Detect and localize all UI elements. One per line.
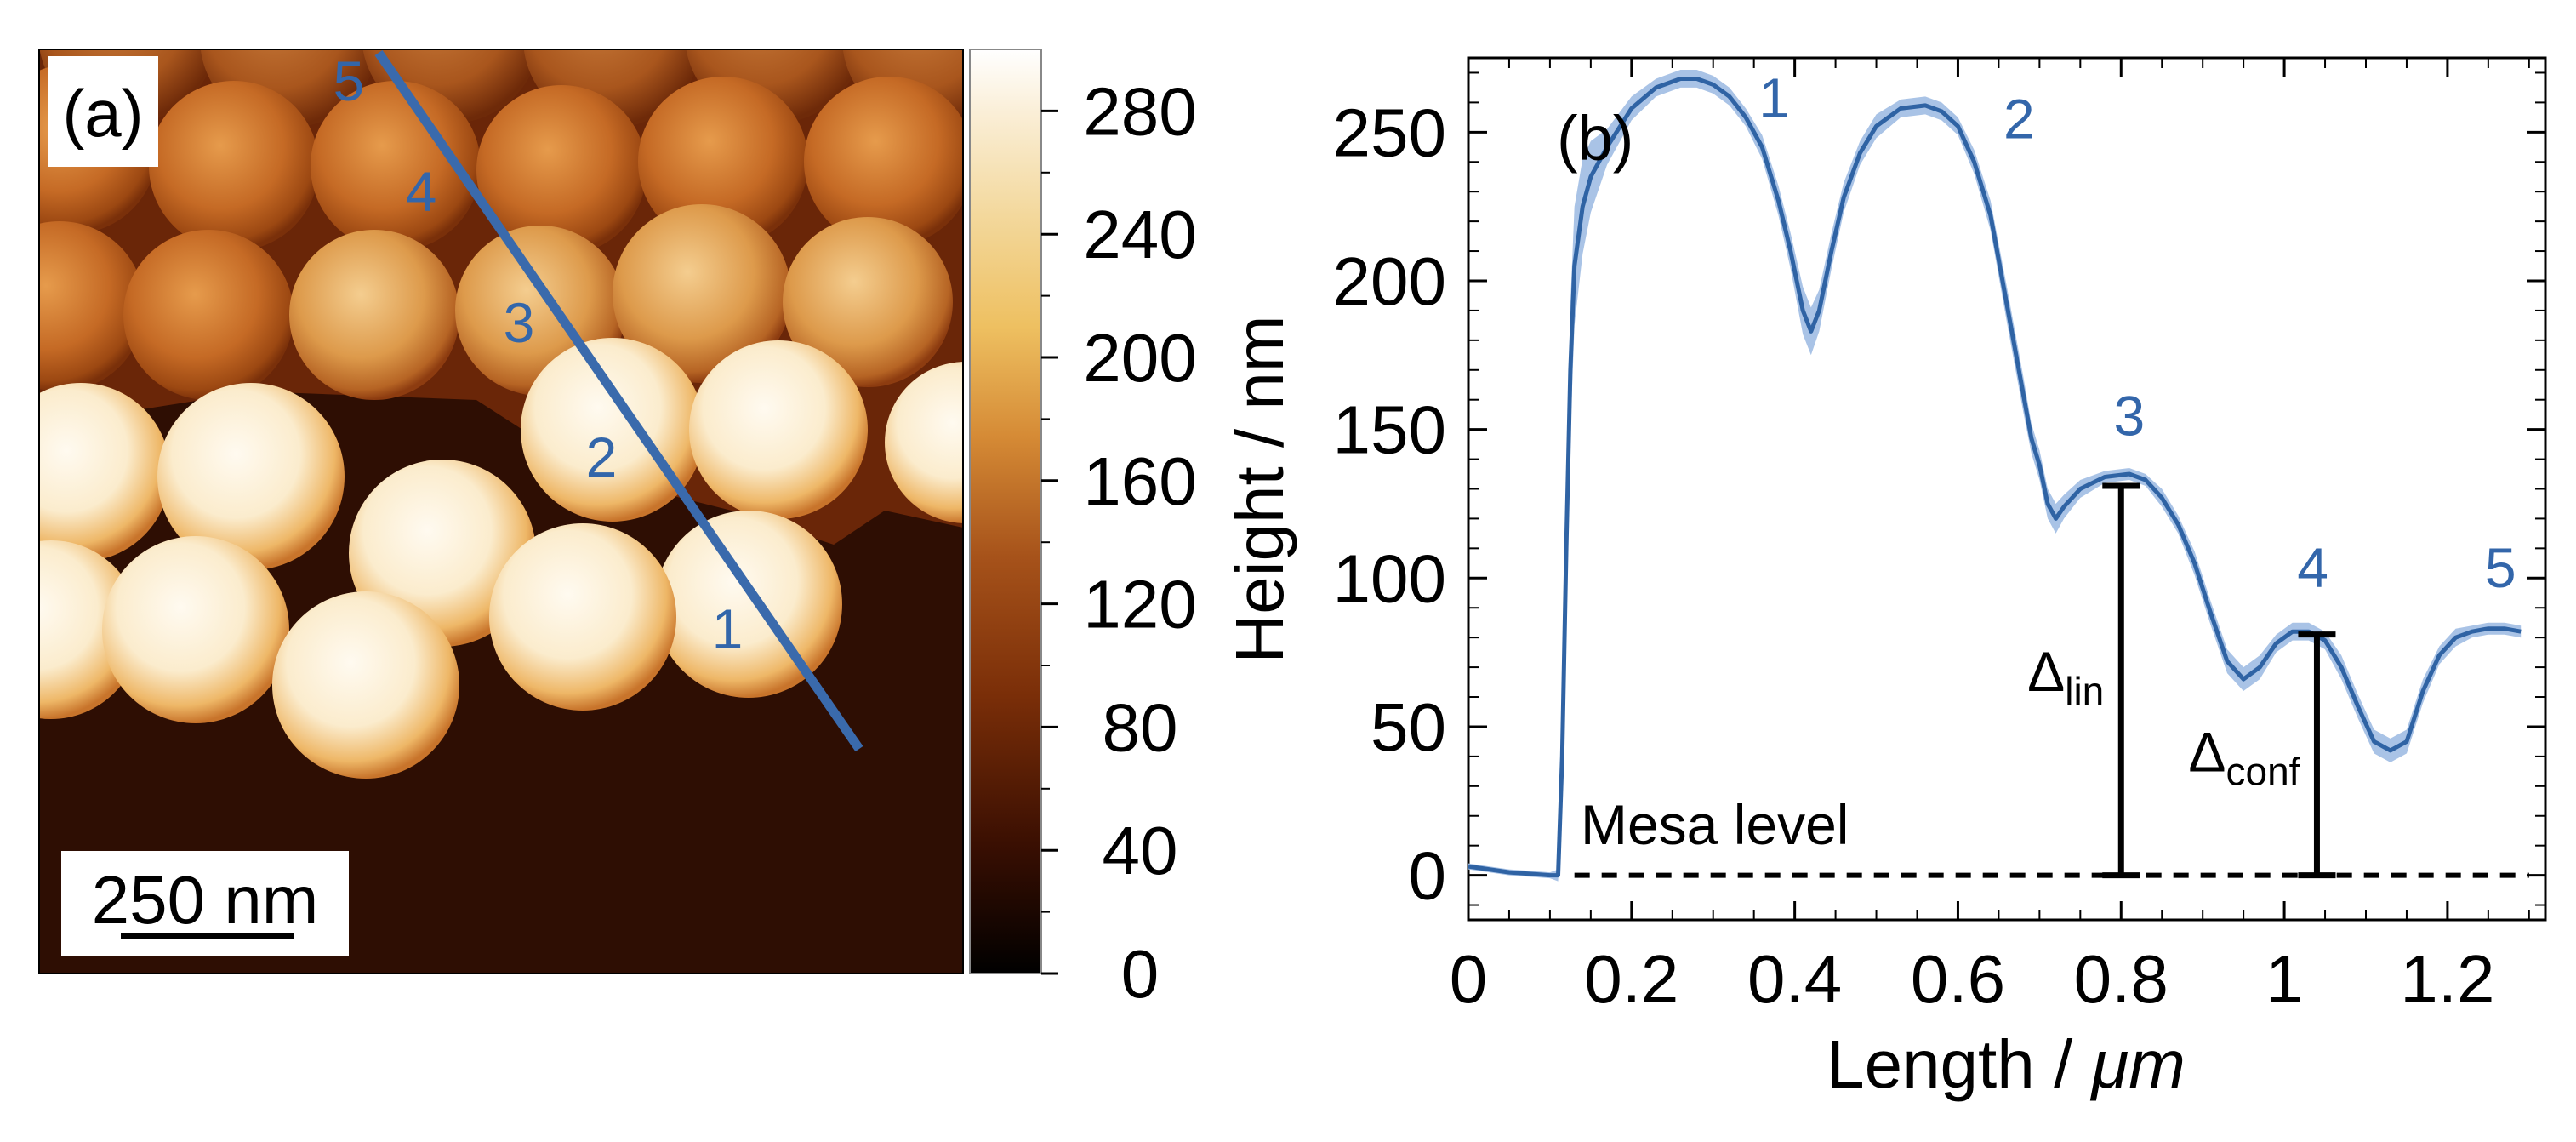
sphere <box>638 77 808 247</box>
delta-conf-symbol: Δ <box>2188 720 2226 783</box>
y-tick-label: 250 <box>1333 94 1446 170</box>
peak-labels: 1 2 3 4 5 <box>1758 66 2516 599</box>
sphere <box>157 383 345 570</box>
colorbar-tick-label: 80 <box>1103 689 1178 765</box>
sphere <box>272 591 459 779</box>
x-tick-label: 1.2 <box>2400 941 2494 1017</box>
x-tick-label: 0.6 <box>1911 941 2005 1017</box>
line-point-label-1: 1 <box>712 597 744 660</box>
sphere <box>783 217 953 387</box>
colorbar-ticks: 0 40 80 120 160 200 240 280 <box>1041 73 1197 1012</box>
series-line <box>1468 77 2522 878</box>
afm-frame <box>38 49 964 974</box>
colorbar-tick-label: 0 <box>1121 936 1160 1012</box>
profile-line-series <box>1468 77 2522 878</box>
series-band <box>1468 70 2522 882</box>
y-tick-label: 0 <box>1409 838 1447 914</box>
colorbar-tick-label: 240 <box>1083 197 1196 272</box>
sphere <box>289 230 459 400</box>
sphere <box>521 338 704 522</box>
sphere <box>149 81 319 251</box>
y-tick-label: 100 <box>1333 540 1446 616</box>
delta-lin-symbol: Δ <box>2027 640 2065 703</box>
scale-bar-label: 250 nm <box>92 862 319 938</box>
sphere <box>123 230 294 400</box>
sphere <box>804 77 963 247</box>
x-tick-label: 1 <box>2265 941 2304 1017</box>
colorbar-tick-label: 200 <box>1083 320 1196 396</box>
panel-b-label: (b) <box>1557 103 1633 174</box>
x-tick-label: 0 <box>1450 941 1488 1017</box>
x-axis-title-unit: μm <box>2089 1026 2185 1102</box>
colorbar <box>969 49 1042 974</box>
afm-image-panel: 5 4 3 2 1 (a) 250 nm 0 40 80 120 160 200 240 28… <box>38 49 1197 1012</box>
line-point-label-3: 3 <box>504 291 535 354</box>
sphere <box>885 362 963 523</box>
peak-label: 4 <box>2297 536 2328 599</box>
y-tick-label: 200 <box>1333 243 1446 319</box>
y-tick-label: 50 <box>1371 689 1446 765</box>
sphere <box>39 383 170 562</box>
panel-a-label-box <box>48 56 158 167</box>
line-point-label-2: 2 <box>586 425 618 488</box>
x-tick-label: 0.8 <box>2074 941 2169 1017</box>
line-point-label-5: 5 <box>333 49 365 112</box>
sphere <box>613 204 791 383</box>
colorbar-tick-label: 160 <box>1083 443 1196 519</box>
axis-ticks: 0 0.2 0.4 0.6 0.8 1 1.2 0 50 100 150 200 250 <box>1333 58 2545 1017</box>
colorbar-tick-label: 120 <box>1083 567 1196 642</box>
sphere <box>39 221 145 391</box>
sphere <box>655 511 842 698</box>
peak-label: 1 <box>1758 66 1790 129</box>
peak-label: 5 <box>2485 536 2516 599</box>
x-axis-title: Length / μm <box>1827 1026 2186 1102</box>
profile-line <box>374 49 863 752</box>
y-tick-label: 150 <box>1333 392 1446 468</box>
sphere <box>476 85 647 255</box>
x-tick-label: 0.4 <box>1747 941 1842 1017</box>
delta-lin-subscript: lin <box>2065 669 2104 713</box>
x-tick-label: 0.2 <box>1584 941 1678 1017</box>
sphere <box>489 523 676 711</box>
afm-image <box>39 49 963 974</box>
mesa-level-label: Mesa level <box>1581 793 1849 856</box>
sphere <box>311 81 481 251</box>
sphere <box>102 536 289 723</box>
colorbar-tick-label: 280 <box>1083 73 1196 149</box>
line-point-label-4: 4 <box>406 160 437 223</box>
peak-label: 3 <box>2114 385 2146 448</box>
sphere <box>689 340 868 519</box>
colorbar-tick-label: 40 <box>1103 813 1178 888</box>
panel-a-label: (a) <box>62 76 143 151</box>
uncertainty-band <box>1468 70 2522 882</box>
x-axis-title-main: Length / <box>1827 1026 2091 1102</box>
y-axis-title: Height / nm <box>1222 315 1297 663</box>
delta-lin-label: Δlin <box>2027 640 2104 713</box>
plot-frame <box>1467 56 2547 922</box>
peak-label: 2 <box>2003 87 2035 150</box>
delta-conf-subscript: conf <box>2226 749 2300 793</box>
delta-conf-label: Δconf <box>2188 720 2300 793</box>
